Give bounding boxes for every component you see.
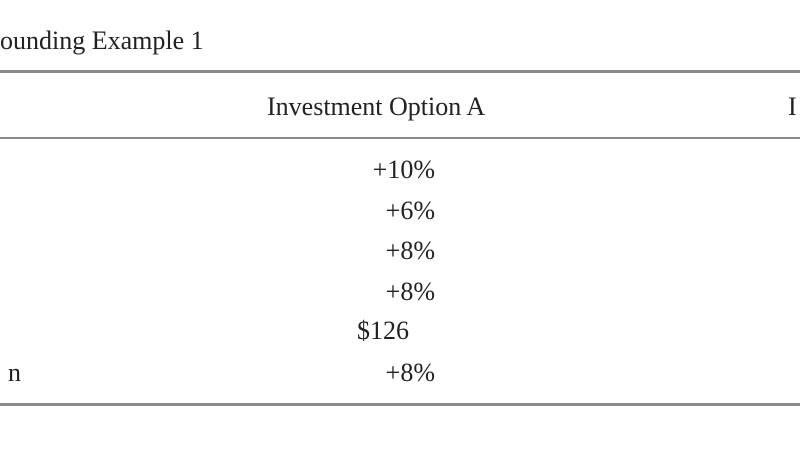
row-label: n — [8, 358, 21, 387]
column-header: I — [788, 92, 797, 121]
cell-value: +8% — [385, 358, 435, 387]
cell-value: +8% — [385, 236, 435, 265]
cell-value: +6% — [385, 196, 435, 225]
bottom-rule — [0, 403, 800, 406]
cell-value: +10% — [372, 155, 435, 184]
cell-value: +8% — [385, 277, 435, 306]
table-title: ounding Example 1 — [0, 26, 204, 55]
column-header: Investment Option A — [267, 92, 486, 121]
cell-value: $126 — [357, 316, 409, 345]
header-rule — [0, 137, 800, 139]
top-rule — [0, 70, 800, 73]
